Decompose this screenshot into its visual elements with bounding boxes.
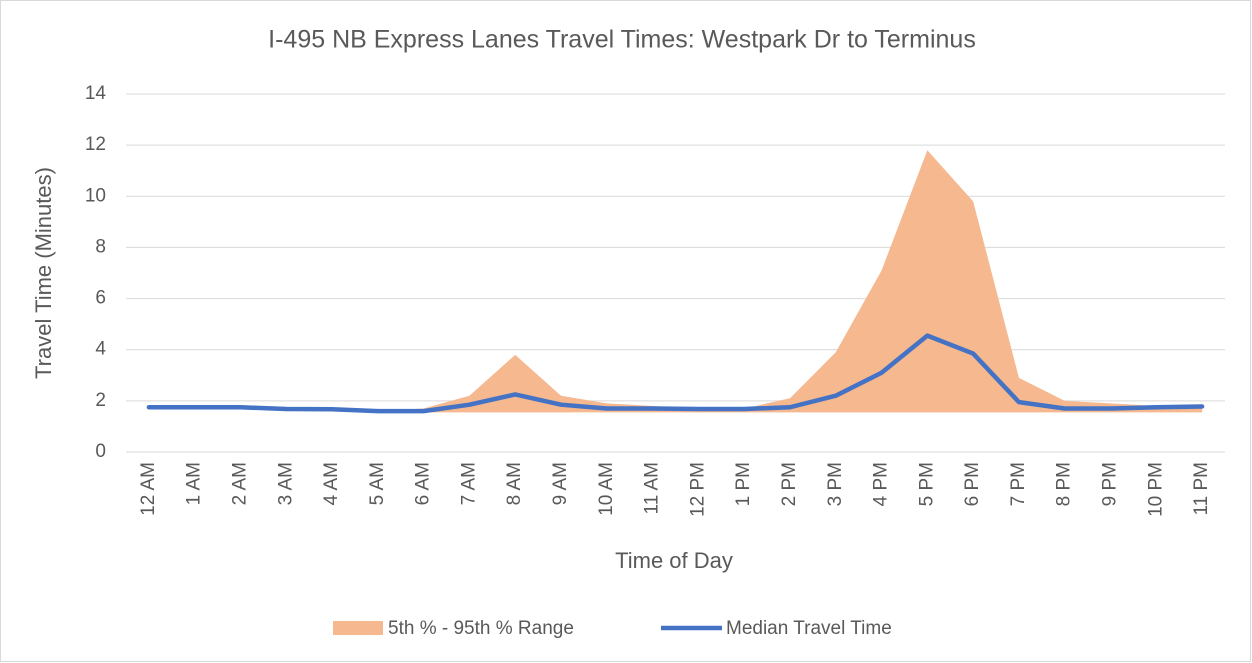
x-tick-label: 2 PM <box>779 462 800 506</box>
y-tick-label: 12 <box>85 134 106 155</box>
y-tick-label: 6 <box>95 288 106 309</box>
x-tick-label: 10 PM <box>1145 462 1166 517</box>
x-tick-label: 4 PM <box>871 462 892 506</box>
x-tick-label: 11 AM <box>642 462 663 514</box>
x-tick-label: 3 AM <box>275 462 296 505</box>
x-tick-label: 8 PM <box>1054 462 1075 506</box>
x-tick-label: 10 AM <box>596 462 617 516</box>
x-tick-label: 5 PM <box>916 462 937 506</box>
x-tick-label: 2 AM <box>229 462 250 505</box>
y-tick-label: 4 <box>95 339 106 360</box>
x-tick-label: 1 PM <box>733 462 754 506</box>
x-tick-label: 9 AM <box>550 462 571 505</box>
legend-label: Median Travel Time <box>726 618 892 639</box>
x-tick-label: 7 PM <box>1008 462 1029 506</box>
x-tick-label: 6 AM <box>413 462 434 505</box>
x-tick-label: 3 PM <box>825 462 846 506</box>
y-tick-label: 0 <box>95 441 106 462</box>
x-tick-label: 5 AM <box>367 462 388 505</box>
y-axis-title: Travel Time (Minutes) <box>31 167 56 379</box>
y-tick-label: 8 <box>95 236 106 257</box>
x-tick-label: 12 AM <box>138 462 159 516</box>
x-tick-label: 7 AM <box>458 462 479 505</box>
legend-label: 5th % - 95th % Range <box>388 618 574 639</box>
x-tick-label: 12 PM <box>687 462 708 517</box>
chart-title: I-495 NB Express Lanes Travel Times: Wes… <box>268 26 976 54</box>
x-axis-title: Time of Day <box>615 548 733 573</box>
x-tick-label: 6 PM <box>962 462 983 506</box>
range-area <box>148 150 1203 413</box>
x-tick-label: 11 PM <box>1191 462 1212 516</box>
y-tick-label: 2 <box>95 390 106 411</box>
x-tick-label: 1 AM <box>184 462 205 505</box>
y-tick-label: 14 <box>85 83 107 104</box>
legend-swatch <box>333 621 383 635</box>
x-tick-label: 8 AM <box>504 462 525 505</box>
y-tick-label: 10 <box>85 185 106 206</box>
x-tick-label: 4 AM <box>321 462 342 505</box>
median-line <box>146 333 1205 414</box>
x-tick-label: 9 PM <box>1100 462 1121 506</box>
